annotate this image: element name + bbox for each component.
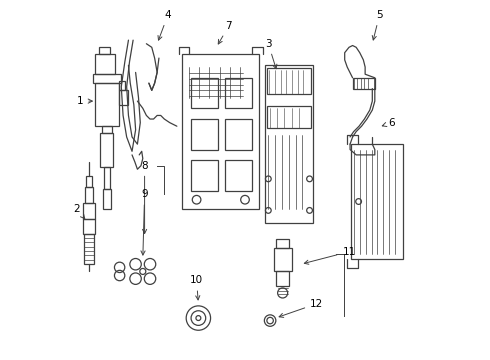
Bar xyxy=(119,81,125,90)
Bar xyxy=(225,119,252,149)
Bar xyxy=(104,167,110,189)
Bar xyxy=(191,119,218,149)
Bar xyxy=(119,90,128,105)
Bar xyxy=(93,74,122,83)
Bar xyxy=(276,239,289,248)
Bar xyxy=(86,176,92,187)
Text: 4: 4 xyxy=(158,10,171,40)
Bar xyxy=(191,78,218,108)
Bar xyxy=(95,83,119,126)
Text: 7: 7 xyxy=(218,21,232,44)
Bar xyxy=(182,54,259,209)
Text: 2: 2 xyxy=(73,204,85,219)
Bar xyxy=(83,203,95,220)
Bar xyxy=(99,47,110,54)
Bar xyxy=(265,65,313,223)
Text: 9: 9 xyxy=(141,189,148,255)
Text: 11: 11 xyxy=(304,247,356,264)
Text: 8: 8 xyxy=(141,161,148,234)
Bar xyxy=(267,68,311,94)
Bar xyxy=(191,160,218,191)
Text: 1: 1 xyxy=(77,96,92,106)
Bar xyxy=(225,160,252,191)
Bar xyxy=(267,106,311,129)
Text: 3: 3 xyxy=(265,39,277,69)
Text: 5: 5 xyxy=(372,10,383,40)
Text: 10: 10 xyxy=(190,275,203,300)
Text: 6: 6 xyxy=(382,118,395,128)
Bar xyxy=(85,187,93,203)
Bar xyxy=(102,189,111,209)
Bar xyxy=(351,144,403,259)
Bar xyxy=(274,248,292,271)
Bar xyxy=(84,234,94,264)
Bar xyxy=(95,54,115,74)
Bar xyxy=(82,220,96,234)
Bar xyxy=(225,78,252,108)
Bar xyxy=(100,134,113,167)
Text: 12: 12 xyxy=(279,299,323,318)
Bar xyxy=(276,271,289,286)
Bar xyxy=(102,126,112,134)
Bar xyxy=(353,78,375,89)
